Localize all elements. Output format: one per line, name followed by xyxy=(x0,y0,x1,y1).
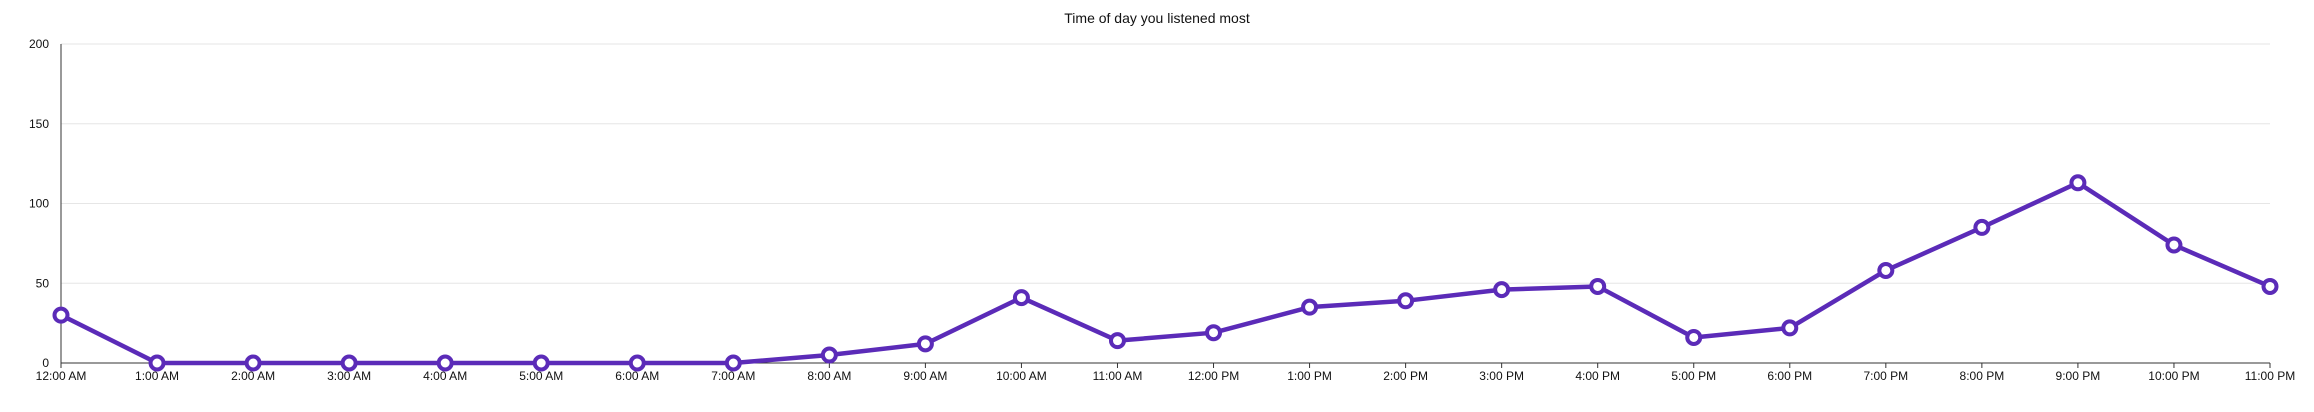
x-tick-labels: 12:00 AM 1:00 AM 2:00 AM 3:00 AM 4:00 AM 5:00… xyxy=(36,369,2296,383)
y-tick-label: 0 xyxy=(42,356,49,370)
y-tick-label: 100 xyxy=(29,197,49,211)
data-point[interactable] xyxy=(2165,236,2183,254)
chart-title: Time of day you listened most xyxy=(1064,10,1250,26)
x-tick-label: 2:00 PM xyxy=(1383,369,1428,383)
x-tick-label: 10:00 AM xyxy=(996,369,1047,383)
y-tick-labels: 0 50 100 150 200 xyxy=(29,37,49,370)
data-point[interactable] xyxy=(1205,324,1223,342)
data-point[interactable] xyxy=(1108,332,1126,350)
x-tick-label: 8:00 AM xyxy=(807,369,851,383)
x-tick-label: 9:00 AM xyxy=(903,369,947,383)
y-tick-label: 50 xyxy=(36,276,50,290)
data-point[interactable] xyxy=(820,346,838,364)
data-point[interactable] xyxy=(628,354,646,372)
data-point[interactable] xyxy=(1301,298,1319,316)
x-tick-label: 4:00 PM xyxy=(1575,369,1620,383)
x-tick-label: 3:00 AM xyxy=(327,369,371,383)
data-point[interactable] xyxy=(532,354,550,372)
gridlines xyxy=(61,43,2270,284)
series-line xyxy=(58,180,2273,366)
x-tick-label: 11:00 AM xyxy=(1093,369,1143,383)
x-tick-label: 3:00 PM xyxy=(1479,369,1524,383)
data-point[interactable] xyxy=(52,306,70,324)
x-tick-label: 5:00 AM xyxy=(519,369,563,383)
x-tick-label: 7:00 PM xyxy=(1863,369,1908,383)
x-tick-label: 2:00 AM xyxy=(231,369,275,383)
data-point[interactable] xyxy=(1493,281,1511,299)
data-point[interactable] xyxy=(1877,261,1895,279)
x-tick-label: 6:00 AM xyxy=(615,369,659,383)
x-tick-label: 1:00 PM xyxy=(1287,369,1332,383)
axes xyxy=(60,44,2271,368)
data-point[interactable] xyxy=(2069,174,2087,192)
x-tick-label: 1:00 AM xyxy=(135,369,179,383)
data-point[interactable] xyxy=(436,354,454,372)
data-point[interactable] xyxy=(2261,277,2279,295)
x-tick-label: 12:00 AM xyxy=(36,369,87,383)
data-point[interactable] xyxy=(1973,218,1991,236)
x-tick-label: 4:00 AM xyxy=(423,369,467,383)
x-tick-label: 11:00 PM xyxy=(2245,369,2295,383)
x-tick-label: 10:00 PM xyxy=(2148,369,2199,383)
x-tick-label: 7:00 AM xyxy=(711,369,755,383)
data-point[interactable] xyxy=(1781,319,1799,337)
data-point[interactable] xyxy=(1589,277,1607,295)
y-tick-label: 150 xyxy=(29,117,49,131)
data-point[interactable] xyxy=(724,354,742,372)
data-point[interactable] xyxy=(148,354,166,372)
x-tick-label: 8:00 PM xyxy=(1960,369,2005,383)
y-tick-label: 200 xyxy=(29,37,49,51)
x-tick-label: 9:00 PM xyxy=(2056,369,2101,383)
x-tick-label: 12:00 PM xyxy=(1188,369,1239,383)
data-point[interactable] xyxy=(1397,292,1415,310)
data-points xyxy=(52,174,2279,372)
data-point[interactable] xyxy=(244,354,262,372)
data-point[interactable] xyxy=(916,335,934,353)
series-line-path xyxy=(58,180,2273,366)
x-tick-label: 6:00 PM xyxy=(1767,369,1812,383)
data-point[interactable] xyxy=(340,354,358,372)
data-point[interactable] xyxy=(1685,328,1703,346)
x-tick-label: 5:00 PM xyxy=(1671,369,1716,383)
data-point[interactable] xyxy=(1012,289,1030,307)
